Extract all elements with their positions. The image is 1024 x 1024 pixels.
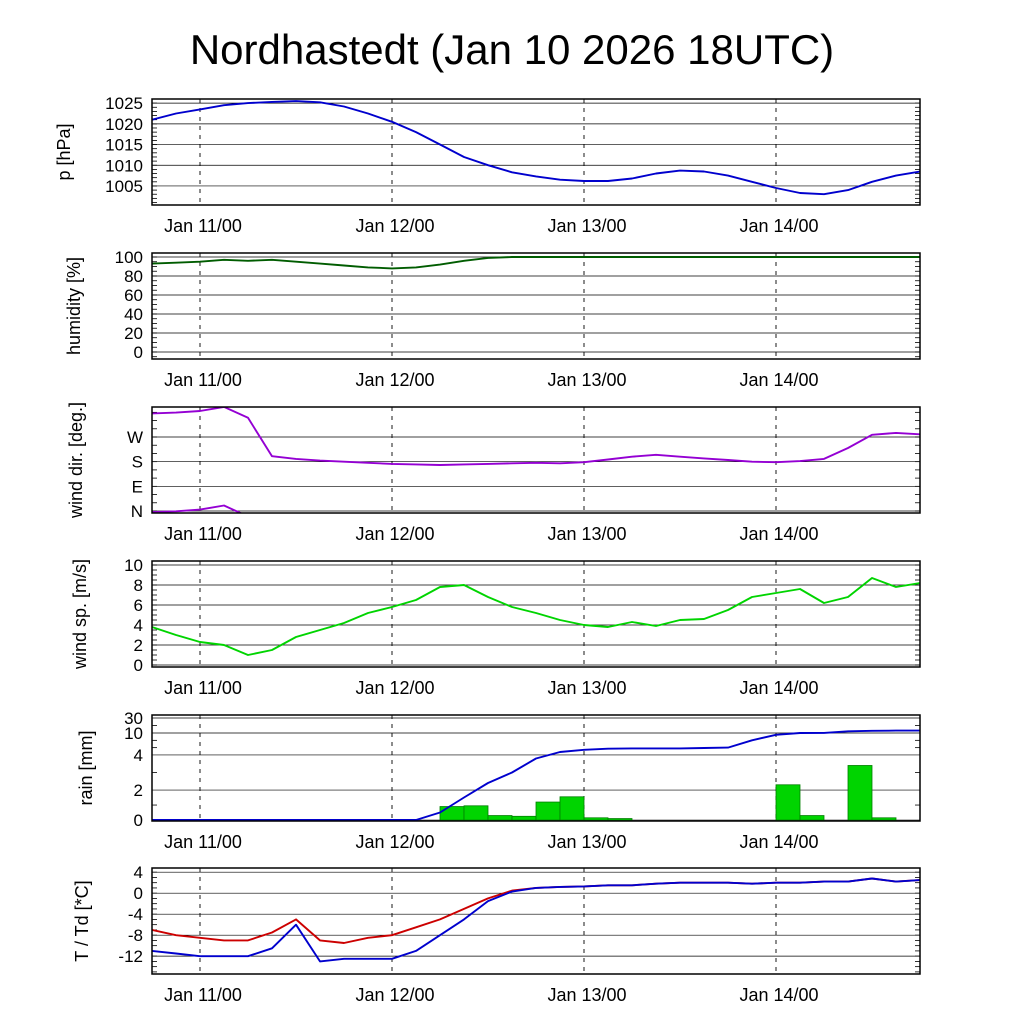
x-tick-label: Jan 14/00 [739, 216, 818, 236]
y-tick-label: 0 [134, 656, 143, 675]
x-tick-label: Jan 11/00 [164, 985, 242, 1005]
y-tick-label: 80 [124, 267, 143, 286]
rain-bar [487, 815, 513, 821]
y-tick-label: 60 [124, 286, 143, 305]
x-tick-label: Jan 13/00 [547, 985, 626, 1005]
wind-direction-line [152, 308, 920, 366]
x-tick-label: Jan 12/00 [355, 678, 434, 698]
y-tick-label: 2 [134, 781, 143, 800]
pressure-line [152, 100, 920, 196]
x-tick-label: Jan 13/00 [547, 832, 626, 852]
dewpoint-line [152, 877, 920, 963]
x-tick-label: Jan 11/00 [164, 524, 242, 544]
y-tick-label: 0 [134, 343, 143, 362]
y-tick-label: -12 [118, 947, 143, 966]
x-tick-label: Jan 14/00 [739, 370, 818, 390]
x-tick-label: Jan 12/00 [355, 985, 434, 1005]
y-tick-label: 6 [134, 596, 143, 615]
y-tick-label: S [132, 453, 143, 472]
rain-bar [847, 765, 873, 821]
y-tick-label: 4 [134, 616, 143, 635]
x-tick-label: Jan 14/00 [739, 832, 818, 852]
x-tick-label: Jan 13/00 [547, 678, 626, 698]
y-tick-label: 1005 [105, 177, 143, 196]
rain-bar [535, 801, 561, 821]
humidity-line [152, 256, 920, 270]
x-tick-label: Jan 12/00 [355, 370, 434, 390]
x-tick-label: Jan 11/00 [164, 832, 242, 852]
x-tick-label: Jan 14/00 [739, 524, 818, 544]
y-tick-label: E [132, 477, 143, 496]
panel-border [151, 406, 921, 514]
panel-border [151, 867, 921, 975]
panel-temperature: 4 0 -4 -8 -12 Jan 11/00 Jan 12/00 Jan 13/00 Jan … [72, 863, 921, 1005]
y-tick-label: 8 [134, 576, 143, 595]
y-tick-label: 20 [124, 324, 143, 343]
panel-border [151, 560, 921, 668]
y-tick-label: 2 [134, 636, 143, 655]
y-tick-label: N [131, 502, 143, 521]
y-tick-label: 4 [134, 863, 143, 882]
y-tick-label: 0 [134, 884, 143, 903]
rain-bar [799, 815, 825, 821]
y-tick-label: -4 [128, 905, 143, 924]
wind-speed-line [152, 577, 920, 656]
y-tick-label: 1010 [105, 156, 143, 175]
y-axis-title: p [hPa] [54, 123, 74, 180]
x-tick-label: Jan 11/00 [164, 216, 242, 236]
y-axis-title: wind dir. [deg.] [66, 402, 86, 519]
y-tick-label: 1025 [105, 94, 143, 113]
y-tick-label: 10 [124, 556, 143, 575]
rain-bar [559, 796, 585, 821]
rain-bar [775, 784, 801, 821]
x-tick-label: Jan 14/00 [739, 678, 818, 698]
x-tick-label: Jan 13/00 [547, 370, 626, 390]
rain-accumulated-line [152, 729, 920, 821]
y-tick-label: 0 [134, 811, 143, 830]
y-tick-label: 100 [115, 248, 143, 267]
y-axis-title: humidity [%] [64, 257, 84, 355]
x-tick-label: Jan 14/00 [739, 985, 818, 1005]
x-tick-label: Jan 13/00 [547, 524, 626, 544]
x-tick-label: Jan 11/00 [164, 370, 242, 390]
x-tick-label: Jan 13/00 [547, 216, 626, 236]
x-tick-label: Jan 12/00 [355, 216, 434, 236]
y-tick-label: 1020 [105, 115, 143, 134]
y-tick-label: 40 [124, 305, 143, 324]
rain-bar [607, 818, 633, 821]
y-tick-label: 10 [124, 724, 143, 743]
y-tick-label: W [127, 428, 143, 447]
rain-bar [439, 806, 465, 821]
rain-bar [511, 815, 537, 821]
rain-bar [583, 817, 609, 821]
y-axis-title: wind sp. [m/s] [70, 559, 90, 670]
panel-border [151, 714, 921, 822]
y-axis-title: rain [mm] [76, 730, 96, 805]
panel-border [151, 252, 921, 360]
rain-bar [871, 817, 897, 821]
x-tick-label: Jan 11/00 [164, 678, 242, 698]
x-tick-label: Jan 12/00 [355, 832, 434, 852]
x-tick-label: Jan 12/00 [355, 524, 434, 544]
wind-direction-line [152, 407, 920, 466]
y-tick-label: 30 [124, 709, 143, 728]
y-tick-label: -8 [128, 926, 143, 945]
panel-border [151, 98, 921, 206]
rain-bar [463, 805, 489, 821]
y-tick-label: 4 [134, 746, 143, 765]
y-axis-title: T / Td [*C] [72, 880, 92, 961]
y-tick-label: 1015 [105, 136, 143, 155]
chart-title: Nordhastedt (Jan 10 2026 18UTC) [189, 26, 835, 73]
